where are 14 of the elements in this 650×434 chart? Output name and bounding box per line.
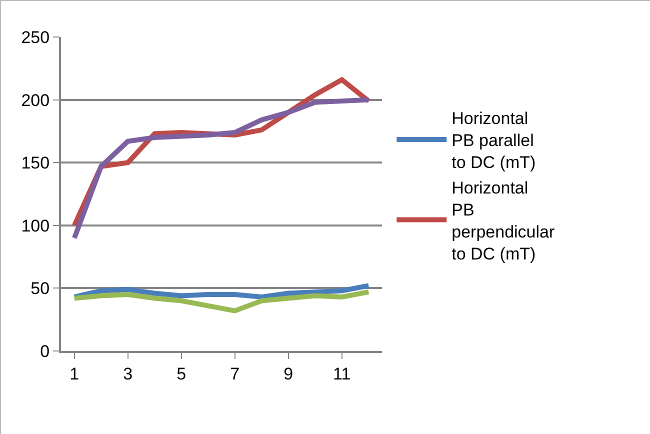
legend-label: Horizontal PB perpendicular to DC (mT) bbox=[452, 178, 555, 264]
x-tick-label: 7 bbox=[230, 364, 240, 384]
y-tick-label: 0 bbox=[40, 342, 50, 361]
y-tick-label: 50 bbox=[30, 279, 50, 298]
x-tick-label: 11 bbox=[333, 364, 351, 384]
x-tick-label: 9 bbox=[284, 364, 294, 384]
y-tick-label: 100 bbox=[21, 216, 50, 236]
y-tick-label: 150 bbox=[21, 154, 50, 173]
y-tick-label: 250 bbox=[21, 28, 50, 47]
x-tick-label: 5 bbox=[176, 364, 186, 384]
y-tick-label: 200 bbox=[21, 90, 50, 110]
legend-label: Horizontal PB parallel to DC (mT) bbox=[452, 108, 536, 172]
x-tick-label: 1 bbox=[70, 364, 80, 384]
x-tick-label: 3 bbox=[123, 364, 133, 384]
